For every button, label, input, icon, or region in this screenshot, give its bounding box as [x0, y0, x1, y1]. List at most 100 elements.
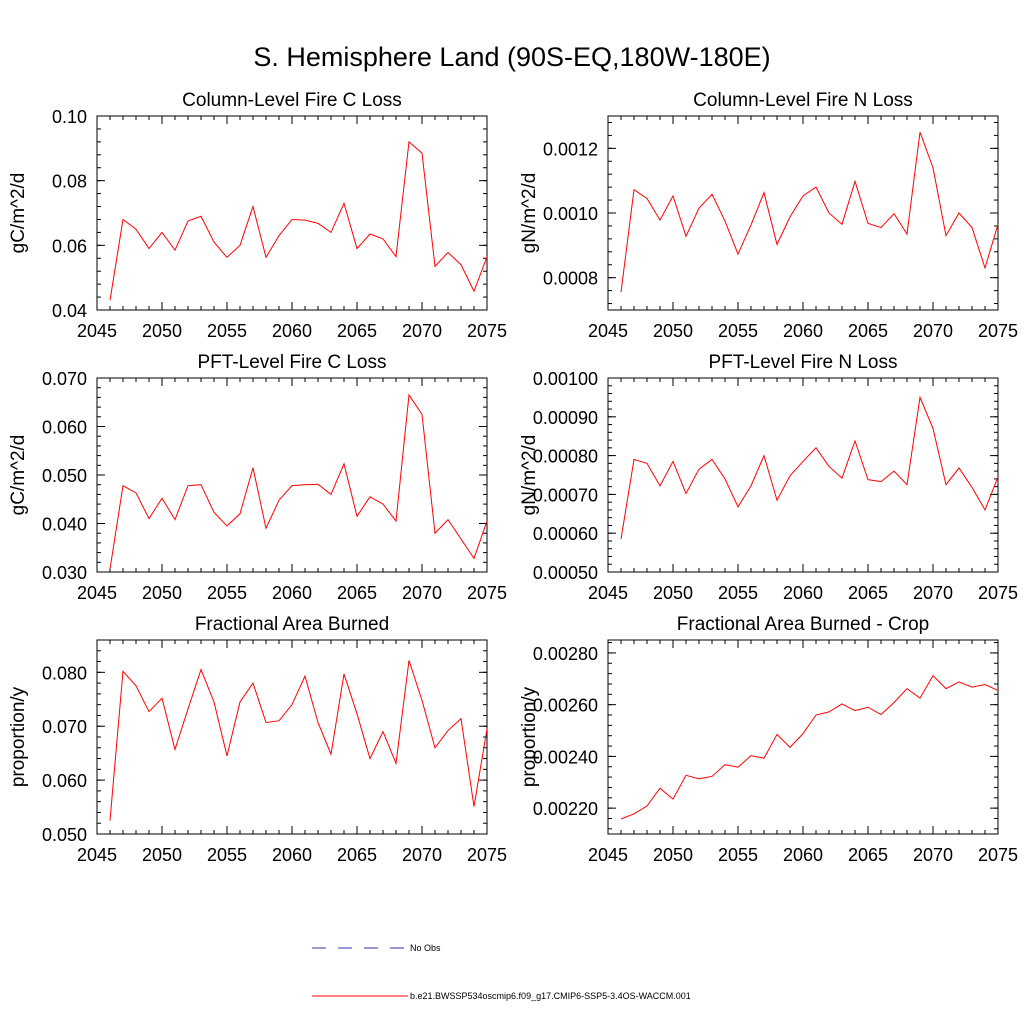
x-tick-label: 2060: [783, 583, 823, 603]
series-line: [620, 131, 999, 293]
y-tick-label: 0.050: [42, 466, 87, 486]
y-tick-label: 0.0010: [543, 204, 598, 224]
x-tick-label: 2055: [207, 321, 247, 341]
x-tick-label: 2075: [467, 845, 507, 865]
x-tick-label: 2060: [272, 583, 312, 603]
y-tick-label: 0.00060: [533, 524, 598, 544]
panel-6: Fractional Area Burned - Crop proportion/…: [519, 614, 1018, 865]
plot-frame: [607, 377, 999, 573]
x-tick-label: 2045: [77, 321, 117, 341]
x-tick-label: 2065: [848, 583, 888, 603]
x-tick-label: 2060: [272, 845, 312, 865]
series-line: [620, 674, 999, 820]
x-tick-label: 2060: [783, 845, 823, 865]
x-tick-label: 2050: [142, 845, 182, 865]
x-tick-label: 2070: [402, 321, 442, 341]
x-tick-label: 2045: [588, 583, 628, 603]
y-tick-label: 0.00050: [533, 563, 598, 583]
panel-1: Column-Level Fire C Loss gC/m^2/d 2045 2050…: [8, 90, 507, 341]
series-line: [109, 660, 488, 821]
x-tick-label: 2070: [402, 845, 442, 865]
x-tick-label: 2050: [142, 321, 182, 341]
y-tick-label: 0.060: [42, 771, 87, 791]
y-tick-label: 0.050: [42, 825, 87, 845]
plot-frame: [607, 115, 999, 311]
x-tick-label: 2070: [913, 321, 953, 341]
legend-obs-label: No Obs: [410, 943, 441, 953]
x-tick-label: 2055: [718, 583, 758, 603]
plot-frame: [96, 639, 488, 835]
x-tick-label: 2065: [337, 583, 377, 603]
series-line: [109, 393, 488, 570]
y-tick-label: 0.060: [42, 418, 87, 438]
x-tick-label: 2045: [77, 845, 117, 865]
y-tick-label: 0.0012: [543, 139, 598, 159]
x-tick-label: 2075: [978, 583, 1018, 603]
legend-series-label: b.e21.BWSSP534oscmip6.f09_g17.CMIP6-SSP5…: [410, 991, 691, 1001]
x-tick-label: 2065: [848, 321, 888, 341]
panels-group: Column-Level Fire C Loss gC/m^2/d 2045 2050…: [8, 90, 1018, 865]
y-tick-label: 0.030: [42, 563, 87, 583]
x-tick-label: 2045: [77, 583, 117, 603]
x-tick-label: 2050: [653, 321, 693, 341]
x-tick-label: 2045: [588, 845, 628, 865]
y-tick-label: 0.080: [42, 663, 87, 683]
y-tick-label: 0.0008: [543, 269, 598, 289]
panel-title: Fractional Area Burned - Crop: [677, 614, 929, 635]
panel-4: PFT-Level Fire N Loss gN/m^2/d 2045 2050 205…: [519, 352, 1018, 603]
y-tick-label: 0.00070: [533, 485, 598, 505]
x-tick-label: 2055: [207, 583, 247, 603]
figure-title: S. Hemisphere Land (90S-EQ,180W-180E): [253, 42, 770, 72]
y-tick-label: 0.00100: [533, 369, 598, 389]
y-axis-label: gC/m^2/d: [8, 435, 29, 516]
x-tick-label: 2065: [337, 321, 377, 341]
x-tick-label: 2075: [978, 845, 1018, 865]
x-tick-label: 2070: [913, 845, 953, 865]
panel-2: Column-Level Fire N Loss gN/m^2/d 2045 2050…: [519, 90, 1018, 341]
legend: No Obs b.e21.BWSSP534oscmip6.f09_g17.CMI…: [312, 943, 691, 1001]
x-tick-label: 2055: [718, 321, 758, 341]
y-tick-label: 0.00080: [533, 447, 598, 467]
x-tick-label: 2045: [588, 321, 628, 341]
y-tick-label: 0.06: [52, 236, 87, 256]
y-tick-label: 0.070: [42, 369, 87, 389]
x-tick-label: 2070: [402, 583, 442, 603]
y-axis-label: gN/m^2/d: [519, 435, 540, 516]
x-tick-label: 2075: [467, 583, 507, 603]
panel-title: Fractional Area Burned: [195, 614, 389, 635]
y-tick-label: 0.00280: [533, 644, 598, 664]
y-axis-label: proportion/y: [8, 686, 29, 787]
panel-title: Column-Level Fire C Loss: [182, 90, 402, 111]
y-axis-label: proportion/y: [519, 686, 540, 787]
series-line: [109, 140, 488, 301]
x-tick-label: 2075: [467, 321, 507, 341]
y-tick-label: 0.00220: [533, 799, 598, 819]
x-tick-label: 2060: [272, 321, 312, 341]
x-tick-label: 2050: [653, 583, 693, 603]
panel-title: PFT-Level Fire C Loss: [198, 352, 387, 373]
y-tick-label: 0.070: [42, 717, 87, 737]
x-tick-label: 2050: [142, 583, 182, 603]
x-tick-label: 2055: [718, 845, 758, 865]
panel-5: Fractional Area Burned proportion/y 2045 20…: [8, 614, 507, 865]
plot-frame: [607, 639, 999, 835]
y-axis-label: gC/m^2/d: [8, 173, 29, 254]
y-axis-label: gN/m^2/d: [519, 173, 540, 254]
x-tick-label: 2060: [783, 321, 823, 341]
y-tick-label: 0.00260: [533, 696, 598, 716]
y-tick-label: 0.04: [52, 301, 87, 321]
y-tick-label: 0.08: [52, 172, 87, 192]
panel-3: PFT-Level Fire C Loss gC/m^2/d 2045 2050 205…: [8, 352, 507, 603]
series-line: [620, 395, 999, 540]
y-tick-label: 0.10: [52, 107, 87, 127]
panel-title: Column-Level Fire N Loss: [693, 90, 913, 111]
x-tick-label: 2070: [913, 583, 953, 603]
x-tick-label: 2055: [207, 845, 247, 865]
x-tick-label: 2065: [337, 845, 377, 865]
x-tick-label: 2075: [978, 321, 1018, 341]
y-tick-label: 0.00090: [533, 408, 598, 428]
x-tick-label: 2065: [848, 845, 888, 865]
x-tick-label: 2050: [653, 845, 693, 865]
panel-title: PFT-Level Fire N Loss: [709, 352, 898, 373]
